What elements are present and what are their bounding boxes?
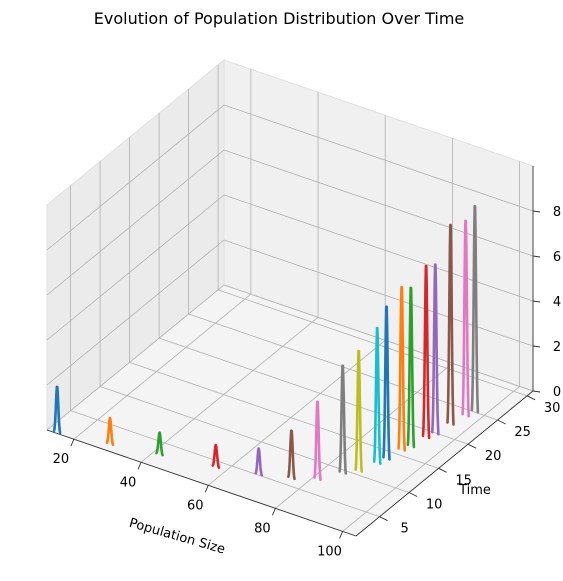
y-tick-label: 30 <box>544 401 561 416</box>
grid-line-z-back <box>223 239 534 347</box>
axis-panes <box>45 58 535 537</box>
grid-line-x-floor <box>73 293 252 440</box>
x-tick <box>137 462 142 470</box>
data-series <box>52 204 480 482</box>
series-line-6 <box>287 429 296 481</box>
y-tick-label: 15 <box>455 473 472 488</box>
x-axis-line <box>46 429 357 537</box>
y-tick-label: 25 <box>514 425 531 440</box>
series-line-13 <box>406 286 416 449</box>
z-tick-label: 0 <box>553 385 561 400</box>
tick-labels: 20 40 60 80 100 5 10 15 20 25 300 2 4 6 8 <box>53 205 562 559</box>
series-line-12 <box>397 285 407 452</box>
z-tick <box>532 255 541 258</box>
y-tick-label: 10 <box>426 498 443 513</box>
y-tick-label: 20 <box>485 449 502 464</box>
grid-line-y-floor <box>70 410 380 518</box>
z-tick <box>532 300 541 303</box>
z-tick <box>532 390 541 393</box>
grid-line-z-back <box>223 194 534 302</box>
series-line-18 <box>470 204 480 414</box>
y-tick <box>379 516 388 522</box>
x-tick <box>339 531 343 539</box>
x-tick <box>271 508 276 516</box>
y-tick-label: 5 <box>400 522 408 537</box>
series-line-5 <box>254 447 264 477</box>
axis-lines <box>46 166 534 537</box>
y-tick <box>438 467 447 473</box>
y-tick <box>526 395 536 401</box>
x-tick-label: 100 <box>317 544 342 559</box>
grid-line-z-back <box>223 104 534 212</box>
grid-line-z-left <box>46 239 225 386</box>
series-line-15 <box>430 263 440 436</box>
grid-line-y-floor <box>217 289 528 397</box>
y-axis-line <box>355 390 534 537</box>
series-line-9 <box>354 349 364 473</box>
grid-line-y-floor <box>99 386 410 493</box>
x-tick-label: 80 <box>254 521 271 536</box>
series-line-7 <box>313 400 322 482</box>
y-tick <box>467 443 477 449</box>
z-tick <box>532 210 541 213</box>
z-tick-label: 4 <box>553 295 561 310</box>
z-tick <box>532 345 541 348</box>
grid-line-x-floor <box>342 386 520 532</box>
chart-title: Evolution of Population Distribution Ove… <box>94 9 465 28</box>
series-line-17 <box>461 219 471 418</box>
series-line-14 <box>421 264 431 440</box>
series-line-3 <box>155 431 164 457</box>
z-tick-label: 8 <box>553 205 561 220</box>
x-tick-label: 20 <box>53 452 70 467</box>
tick-marks <box>70 210 541 539</box>
grid-line-x-floor <box>207 339 386 486</box>
series-line-10 <box>372 326 382 466</box>
z-tick-label: 2 <box>553 340 561 355</box>
grid-line-z-left <box>46 149 225 296</box>
x-tick <box>70 439 75 447</box>
grid-line-x-floor <box>275 363 453 509</box>
series-line-4 <box>211 443 221 469</box>
x-tick-label: 40 <box>120 475 137 490</box>
series-line-16 <box>446 223 455 426</box>
series-line-2 <box>105 416 115 447</box>
x-tick <box>204 485 209 493</box>
y-tick <box>408 492 418 497</box>
grid-line-z-left <box>46 104 225 251</box>
y-tick <box>497 419 506 425</box>
grid-line-x-floor <box>140 316 319 463</box>
z-tick-label: 6 <box>553 250 561 265</box>
grid-line-y-floor <box>129 361 439 469</box>
y-axis-label: Time <box>458 483 491 498</box>
grid-line-z-left <box>46 194 225 341</box>
series-line-8 <box>338 364 348 475</box>
grid-line-y-floor <box>158 337 469 445</box>
series-line-11 <box>382 305 391 461</box>
x-axis-label: Population Size <box>127 516 226 558</box>
series-line-1 <box>52 385 62 435</box>
x-tick-label: 60 <box>187 498 204 513</box>
grid-line-z-left <box>46 284 225 431</box>
grid-line-z-back <box>223 149 534 257</box>
